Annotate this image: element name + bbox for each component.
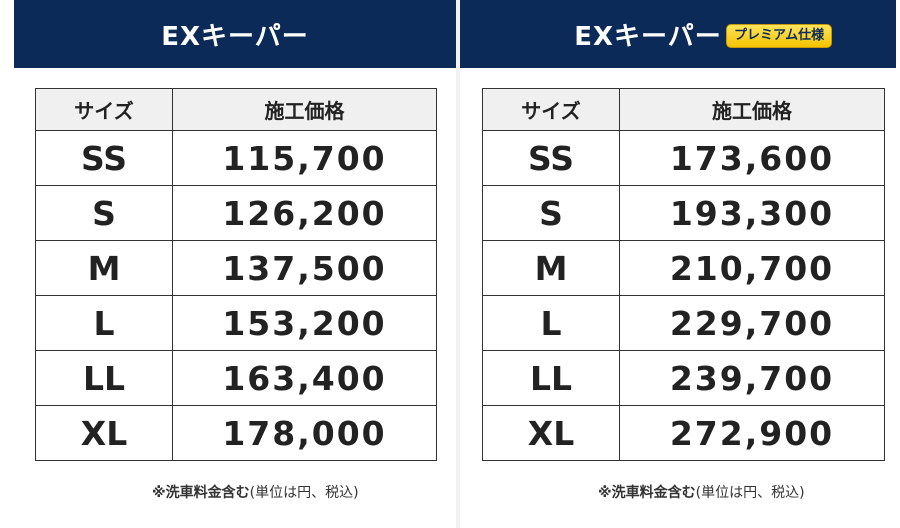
size-cell: SS (35, 130, 173, 186)
table-row: L 229,700 (482, 295, 885, 351)
table-row: XL 178,000 (35, 405, 437, 461)
size-cell: SS (482, 130, 620, 186)
table-row: S 193,300 (482, 185, 885, 241)
price-cell: 193,300 (619, 185, 885, 241)
note-text: (単位は円、税込) (249, 485, 359, 501)
size-column-header: サイズ (482, 88, 620, 131)
table-row: SS 115,700 (35, 130, 437, 186)
table-row: S 126,200 (35, 185, 437, 241)
size-cell: L (35, 295, 173, 351)
price-cell: 173,600 (619, 130, 885, 186)
price-column-header: 施工価格 (619, 88, 885, 131)
price-cell: 239,700 (619, 350, 885, 406)
left-price-table: サイズ 施工価格 SS 115,700 S 126,200 M 137,500 … (35, 88, 437, 461)
price-cell: 153,200 (172, 295, 437, 351)
table-header-row: サイズ 施工価格 (482, 88, 885, 131)
size-cell: XL (35, 405, 173, 461)
price-cell: 137,500 (172, 240, 437, 296)
left-price-panel: EXキーパー サイズ 施工価格 SS 115,700 S 126,200 M 1… (14, 0, 456, 528)
table-row: LL 163,400 (35, 350, 437, 406)
right-panel-header: EXキーパー プレミアム仕様 (460, 0, 896, 68)
price-cell: 272,900 (619, 405, 885, 461)
left-price-note: ※洗車料金含む(単位は円、税込) (152, 482, 359, 502)
size-cell: LL (35, 350, 173, 406)
table-row: SS 173,600 (482, 130, 885, 186)
price-cell: 163,400 (172, 350, 437, 406)
price-cell: 126,200 (172, 185, 437, 241)
price-cell: 229,700 (619, 295, 885, 351)
right-price-note: ※洗車料金含む(単位は円、税込) (598, 482, 805, 502)
size-column-header: サイズ (35, 88, 173, 131)
right-price-table: サイズ 施工価格 SS 173,600 S 193,300 M 210,700 … (482, 88, 885, 461)
left-panel-title: EXキーパー (161, 21, 309, 52)
table-row: M 137,500 (35, 240, 437, 296)
table-row: M 210,700 (482, 240, 885, 296)
table-row: XL 272,900 (482, 405, 885, 461)
size-cell: LL (482, 350, 620, 406)
table-row: L 153,200 (35, 295, 437, 351)
table-row: LL 239,700 (482, 350, 885, 406)
price-column-header: 施工価格 (172, 88, 437, 131)
price-cell: 210,700 (619, 240, 885, 296)
size-cell: S (482, 185, 620, 241)
size-cell: L (482, 295, 620, 351)
right-price-panel: EXキーパー プレミアム仕様 サイズ 施工価格 SS 173,600 S 193… (460, 0, 896, 528)
price-cell: 178,000 (172, 405, 437, 461)
table-header-row: サイズ 施工価格 (35, 88, 437, 131)
premium-badge: プレミアム仕様 (726, 24, 833, 48)
price-cell: 115,700 (172, 130, 437, 186)
size-cell: XL (482, 405, 620, 461)
left-panel-header: EXキーパー (14, 0, 456, 68)
size-cell: M (35, 240, 173, 296)
note-bold-text: ※洗車料金含む (152, 485, 250, 501)
panel-divider (456, 0, 460, 528)
size-cell: M (482, 240, 620, 296)
note-bold-text: ※洗車料金含む (598, 485, 696, 501)
size-cell: S (35, 185, 173, 241)
right-panel-title: EXキーパー (574, 21, 722, 52)
note-text: (単位は円、税込) (695, 485, 805, 501)
